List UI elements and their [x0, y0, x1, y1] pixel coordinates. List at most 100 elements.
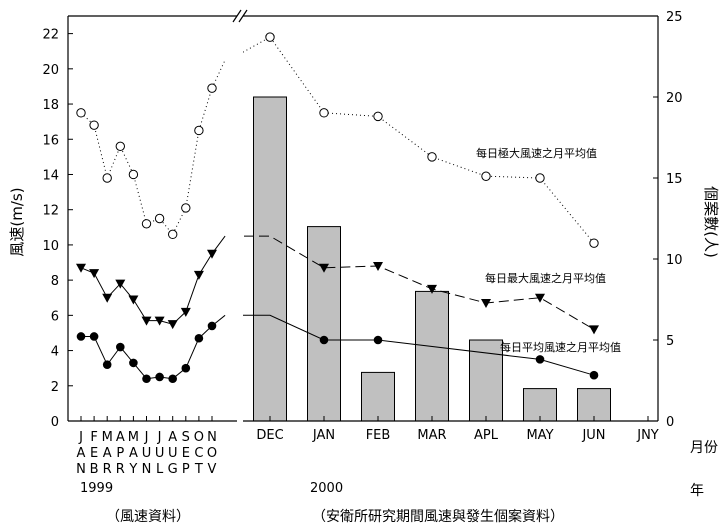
marker-circle-filled	[76, 332, 86, 341]
caption-right: （安衛所研究期間風速與發生個案資料）	[312, 508, 564, 525]
month-label-1999: M	[128, 430, 139, 445]
month-label-1999: O	[194, 430, 204, 445]
y-tick-label-left: 14	[42, 168, 59, 183]
y-tick-label-right: 20	[666, 91, 683, 106]
series-line-1999	[81, 314, 226, 380]
marker-circle-filled	[102, 360, 112, 369]
series-line-1999	[80, 59, 226, 236]
marker-circle-open	[265, 32, 275, 42]
category-label-2000: APL	[474, 428, 499, 443]
series-label-max: 每日最大風速之月平均值	[485, 271, 606, 285]
plot-2000	[243, 32, 611, 422]
marker-circle-open	[589, 238, 599, 248]
month-label-1999: A	[129, 446, 138, 461]
marker-circle-filled	[89, 332, 99, 341]
marker-circle-open	[154, 213, 165, 224]
marker-circle-open	[76, 108, 86, 118]
marker-circle-filled	[319, 335, 329, 345]
category-label-2000: FEB	[366, 428, 391, 443]
marker-triangle	[589, 325, 599, 335]
plot-1999	[76, 59, 226, 384]
bar-cases	[577, 388, 611, 422]
bar-cases	[361, 371, 395, 422]
series-line-2000	[243, 235, 595, 330]
series-line-2000	[243, 314, 595, 376]
marker-circle-filled	[168, 374, 177, 384]
month-label-1999: R	[116, 462, 125, 477]
marker-circle-open	[128, 169, 139, 180]
marker-circle-filled	[181, 363, 191, 373]
y-tick-label-left: 16	[42, 133, 59, 148]
month-label-1999: N	[207, 430, 217, 445]
month-label-1999: F	[90, 430, 97, 445]
marker-circle-open	[373, 111, 383, 122]
marker-triangle	[167, 320, 178, 330]
month-label-1999: P	[116, 446, 124, 461]
y-tick-label-right: 15	[666, 172, 683, 187]
marker-circle-open	[194, 125, 204, 136]
bar-cases	[523, 388, 557, 422]
month-label-1999: J	[144, 430, 149, 445]
marker-circle-open	[115, 141, 126, 152]
marker-triangle	[535, 293, 545, 303]
marker-circle-open	[141, 219, 152, 229]
marker-circle-filled	[535, 355, 545, 364]
marker-triangle	[141, 316, 152, 326]
marker-circle-open	[535, 173, 545, 183]
marker-circle-open	[181, 203, 191, 213]
month-label-1999: U	[155, 446, 165, 461]
month-label-1999: J	[78, 430, 83, 445]
month-label-1999: N	[142, 462, 152, 477]
y-tick-label-left: 18	[42, 98, 59, 113]
marker-circle-open	[102, 173, 112, 183]
month-label-1999: A	[116, 430, 125, 445]
month-label-1999: B	[90, 462, 99, 477]
y-tick-label-left: 2	[51, 380, 59, 395]
month-label-1999: E	[182, 446, 190, 461]
marker-circle-open	[481, 171, 491, 181]
bar-cases	[307, 226, 341, 422]
month-label-1999: A	[168, 430, 177, 445]
month-label-1999: T	[194, 462, 203, 477]
category-label-2000: MAY	[526, 428, 553, 443]
y-axis-label-right: 個案數(人)	[702, 186, 720, 258]
month-label-1999: L	[156, 462, 164, 477]
axis-break-mark	[238, 9, 248, 23]
marker-circle-filled	[194, 333, 204, 343]
category-label-2000: DEC	[256, 428, 283, 443]
marker-circle-open	[319, 108, 329, 118]
marker-triangle	[373, 262, 383, 272]
marker-circle-filled	[155, 372, 164, 382]
month-label-1999: A	[77, 446, 86, 461]
y-tick-label-left: 6	[51, 309, 59, 324]
y-tick-label-left: 10	[42, 239, 59, 254]
y-tick-label-left: 4	[51, 345, 59, 360]
marker-circle-filled	[142, 374, 151, 384]
marker-triangle	[193, 270, 204, 280]
marker-triangle	[180, 307, 191, 317]
x-axis-label-month: 月份	[690, 440, 718, 456]
y-tick-label-right: 0	[666, 415, 674, 430]
marker-circle-filled	[129, 358, 138, 368]
month-label-1999: A	[103, 446, 112, 461]
series-label-mean: 每日平均風速之月平均值	[500, 340, 621, 354]
marker-triangle	[115, 279, 126, 289]
marker-triangle	[89, 269, 100, 279]
y-tick-label-left: 20	[42, 63, 59, 78]
y-tick-label-left: 0	[51, 415, 59, 430]
marker-triangle	[319, 263, 329, 273]
marker-circle-open	[427, 152, 437, 162]
marker-triangle	[102, 293, 113, 303]
month-label-1999: U	[142, 446, 152, 461]
marker-triangle	[128, 295, 139, 305]
month-label-1999: S	[182, 430, 190, 445]
month-label-1999: Y	[128, 462, 137, 477]
month-label-1999: M	[102, 430, 113, 445]
bar-cases	[469, 339, 503, 422]
category-label-2000: JUN	[581, 428, 605, 443]
month-label-1999: J	[157, 430, 162, 445]
y-tick-label-right: 10	[666, 253, 683, 268]
caption-left: （風速資料）	[106, 509, 190, 525]
year-label-2000: 2000	[310, 481, 343, 496]
